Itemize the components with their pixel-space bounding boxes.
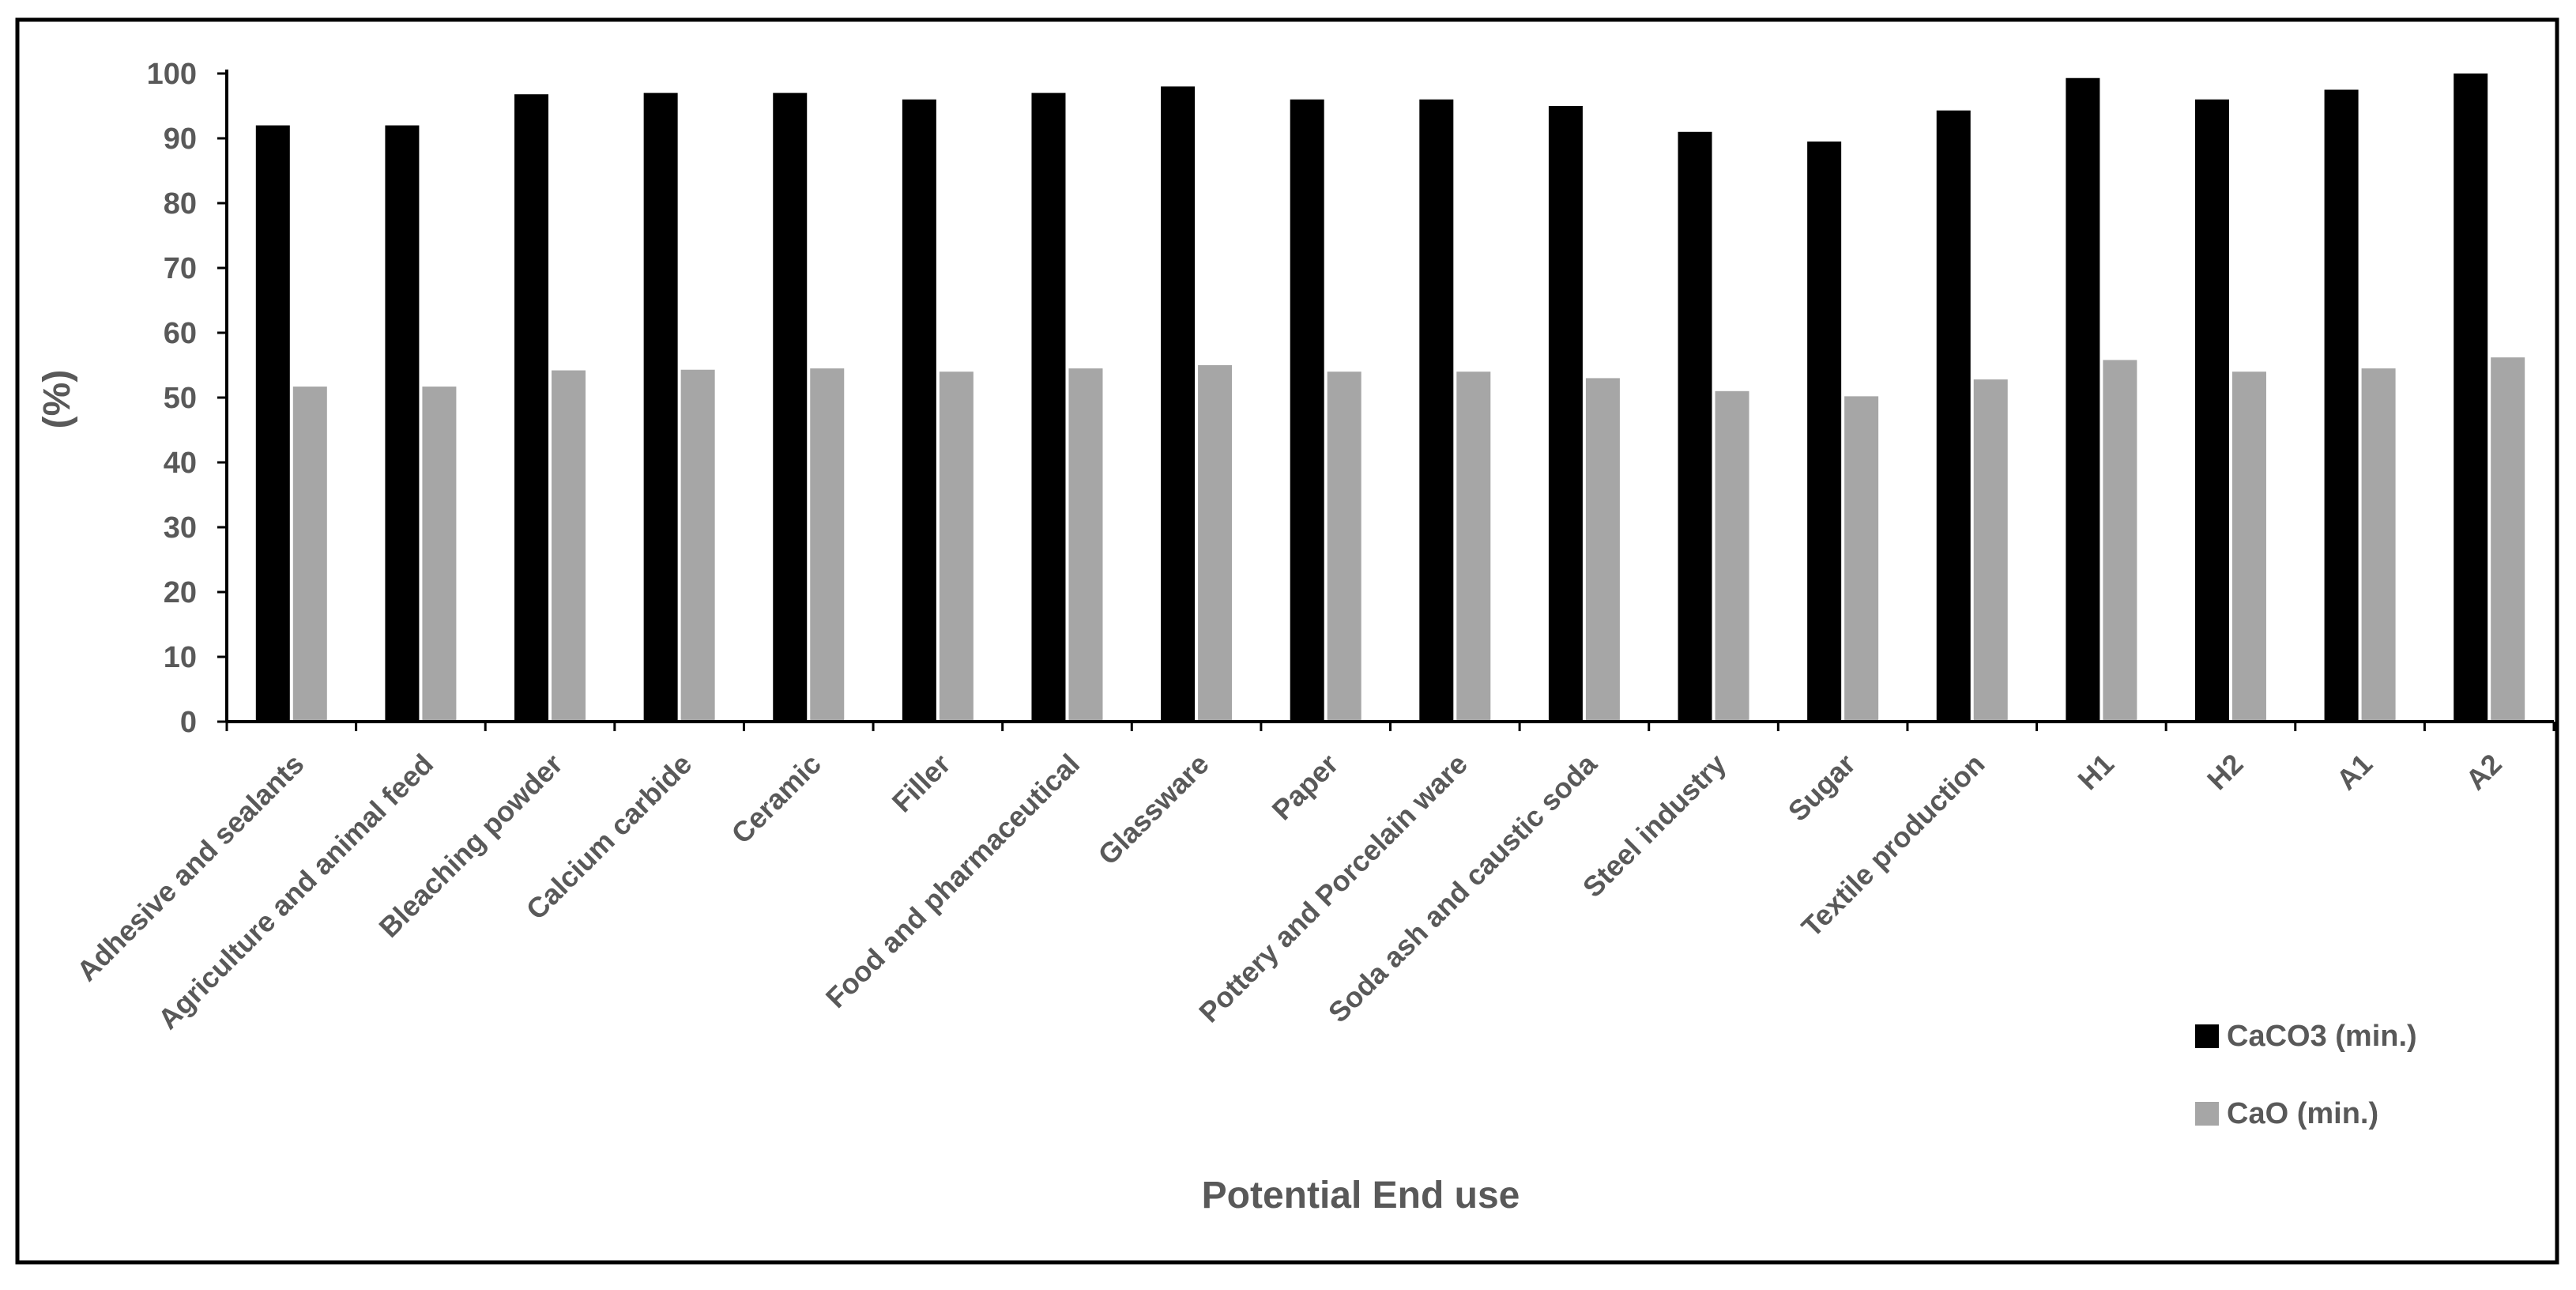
bar-cao <box>552 370 586 722</box>
legend-swatch <box>2195 1024 2219 1048</box>
legend-swatch <box>2195 1102 2219 1126</box>
bar-cao <box>1585 378 1620 722</box>
bar-caco3 <box>1548 106 1583 722</box>
bar-cao <box>680 369 715 722</box>
bar-cao <box>1068 368 1103 722</box>
y-tick-label: 10 <box>164 641 197 674</box>
bar-cao <box>1973 379 2008 722</box>
bar-cao <box>810 368 845 722</box>
bar-cao <box>2231 372 2266 722</box>
bar-caco3 <box>1290 99 1324 722</box>
bar-caco3 <box>385 125 420 722</box>
bar-caco3 <box>2454 74 2488 722</box>
y-tick-label: 70 <box>164 252 197 285</box>
bar-caco3 <box>255 125 290 722</box>
bar-cao <box>422 387 457 722</box>
legend-label: CaO (min.) <box>2227 1097 2378 1130</box>
y-axis-title: (%) <box>36 370 78 429</box>
x-axis-title: Potential End use <box>1202 1175 1520 1216</box>
bars <box>255 74 2525 722</box>
bar-cao <box>2491 357 2525 722</box>
bar-caco3 <box>773 92 808 722</box>
bar-caco3 <box>1936 110 1971 722</box>
bar-cao <box>2361 368 2396 722</box>
y-tick-label: 40 <box>164 447 197 480</box>
y-tick-label: 80 <box>164 187 197 221</box>
bar-cao <box>1715 390 1749 722</box>
y-tick-label: 100 <box>147 58 197 91</box>
legend: CaCO3 (min.) CaO (min.) <box>2195 1020 2417 1130</box>
bar-caco3 <box>2194 99 2229 722</box>
y-tick-label: 50 <box>164 382 197 415</box>
bar-caco3 <box>1807 141 1842 722</box>
bar-caco3 <box>902 99 936 722</box>
y-axis: 0 10 20 30 40 50 60 70 80 90 100 <box>147 58 228 739</box>
bar-cao <box>1198 365 1233 722</box>
bar-caco3 <box>1678 131 1712 722</box>
bar-caco3 <box>2066 77 2100 722</box>
bar-caco3 <box>1161 86 1196 722</box>
bar-caco3 <box>1031 92 1066 722</box>
bar-caco3 <box>1419 99 1454 722</box>
y-tick-label: 0 <box>180 706 197 739</box>
bar-caco3 <box>2324 89 2359 722</box>
bar-cao <box>2103 360 2137 722</box>
bar-cao <box>292 387 327 722</box>
y-tick-label: 90 <box>164 123 197 156</box>
legend-label: CaCO3 (min.) <box>2227 1020 2417 1053</box>
bar-cao <box>1327 372 1361 722</box>
bar-caco3 <box>643 92 678 722</box>
y-tick-label: 20 <box>164 576 197 609</box>
y-tick-label: 60 <box>164 317 197 350</box>
bar-cao <box>939 372 974 722</box>
bar-cao <box>1844 396 1879 722</box>
y-tick-label: 30 <box>164 511 197 545</box>
bar-cao <box>1456 372 1491 722</box>
bar-caco3 <box>514 94 549 722</box>
